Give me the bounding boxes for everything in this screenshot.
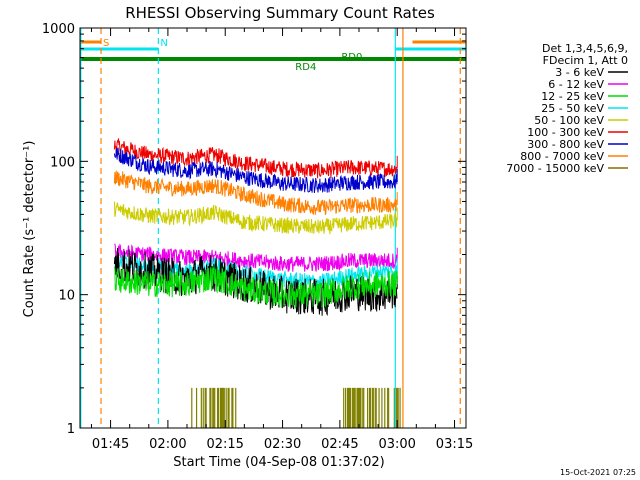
legend-label: 12 - 25 keV [541, 90, 604, 103]
y-tick-label: 100 [50, 155, 75, 170]
x-tick-label: 02:15 [206, 437, 243, 452]
legend-label: 100 - 300 keV [527, 126, 604, 139]
x-tick-label: 01:45 [92, 437, 129, 452]
legend-label: 25 - 50 keV [541, 102, 604, 115]
marker-label: N [160, 38, 167, 49]
series-line [113, 138, 397, 179]
legend-label: 50 - 100 keV [534, 114, 604, 127]
y-axis: 1 10 100 1000 [42, 22, 466, 437]
plot-area: S N RD0 RD4 [80, 28, 466, 428]
legend: Det 1,3,4,5,6,9,FDecim 1, Att 03 - 6 keV… [506, 42, 628, 175]
flare-flag-range [191, 387, 237, 428]
y-axis-label: Count Rate (s⁻¹ detector⁻¹) [22, 141, 37, 318]
legend-header: Det 1,3,4,5,6,9, [542, 42, 628, 55]
series-line [113, 201, 398, 235]
x-tick-label: 03:00 [378, 437, 415, 452]
series-line [113, 170, 398, 216]
x-tick-label: 02:30 [264, 437, 301, 452]
flare-flag-range [343, 387, 401, 428]
legend-label: 3 - 6 keV [555, 66, 604, 79]
footer-date: 15-Oct-2021 07:25 [560, 468, 636, 477]
series-line [113, 266, 398, 310]
x-tick-label: 02:45 [321, 437, 358, 452]
series-line [114, 243, 398, 272]
legend-label: 7000 - 15000 keV [506, 162, 604, 175]
marker-label: RD0 [341, 52, 362, 63]
legend-label: 800 - 7000 keV [520, 150, 604, 163]
legend-label: 6 - 12 keV [548, 78, 604, 91]
chart-title: RHESSI Observing Summary Count Rates [125, 4, 435, 22]
legend-label: 300 - 800 keV [527, 138, 604, 151]
legend-header: FDecim 1, Att 0 [543, 54, 628, 67]
y-tick-label: 1 [67, 422, 75, 437]
x-axis: 01:45 02:00 02:15 02:30 02:45 03:00 03:15 [90, 28, 473, 452]
y-tick-label: 1000 [42, 22, 75, 37]
x-axis-label: Start Time (04-Sep-08 01:37:02) [173, 455, 384, 470]
x-tick-label: 02:00 [149, 437, 186, 452]
y-tick-label: 10 [58, 289, 75, 304]
marker-label: S [103, 38, 109, 49]
plot-frame [79, 27, 467, 429]
marker-label: RD4 [295, 62, 316, 73]
series-line [113, 147, 398, 194]
x-tick-label: 03:15 [436, 437, 473, 452]
